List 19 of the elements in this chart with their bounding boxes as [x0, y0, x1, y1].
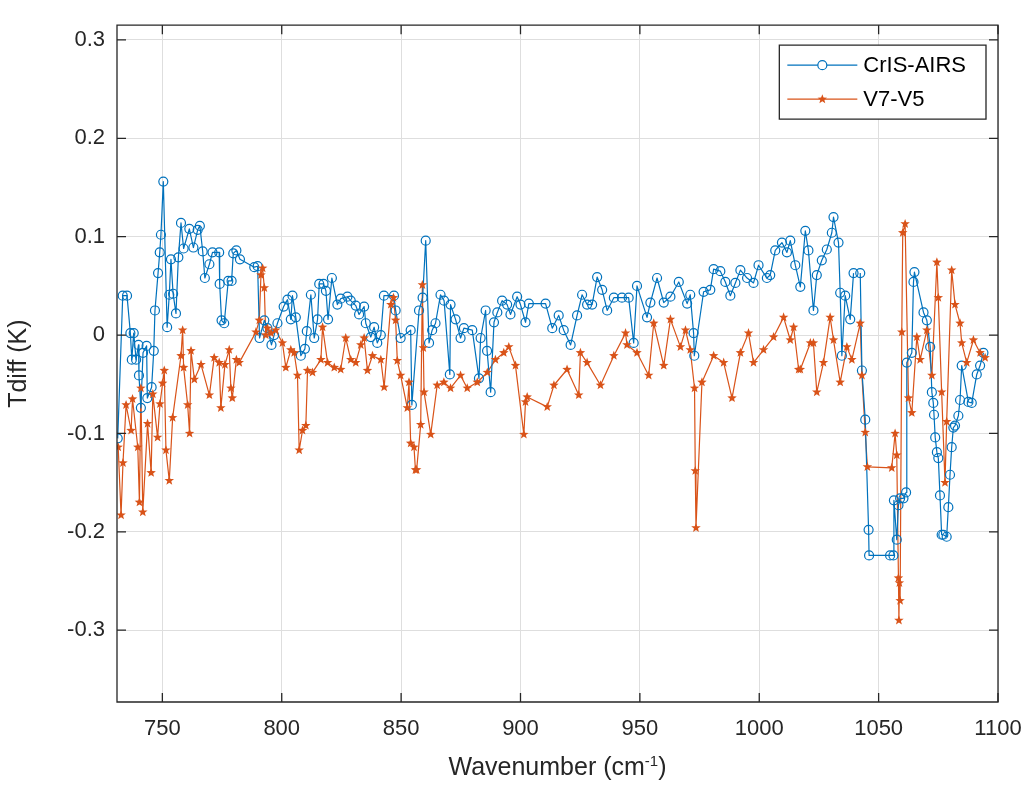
x-tick-label: 1050	[854, 715, 904, 741]
legend-label: CrIS-AIRS	[863, 52, 967, 78]
x-tick-label: 950	[621, 715, 659, 741]
y-tick-label: 0.3	[74, 26, 105, 52]
y-tick-label: -0.1	[67, 419, 105, 445]
x-tick-label: 800	[263, 715, 301, 741]
y-axis-title: Tdiff (K)	[2, 319, 31, 408]
y-tick-label: 0.2	[74, 124, 105, 150]
y-tick-label: 0	[92, 321, 105, 347]
y-tick-label: -0.3	[67, 616, 105, 642]
x-tick-label: 850	[382, 715, 420, 741]
x-tick-label: 1100	[974, 715, 1022, 741]
y-tick-label: -0.2	[67, 517, 105, 543]
x-tick-label: 750	[144, 715, 181, 741]
y-tick-label: 0.1	[74, 222, 105, 248]
x-tick-label: 1000	[734, 715, 784, 741]
x-tick-label: 900	[502, 715, 539, 741]
legend-label: V7-V5	[863, 86, 925, 112]
x-axis-title: Wavenumber (cm$^{-1}$)	[447, 752, 668, 782]
